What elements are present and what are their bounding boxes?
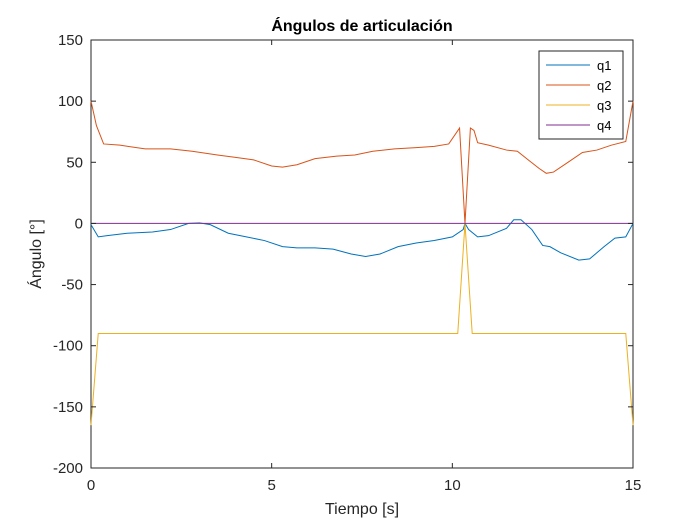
legend: q1 q2 q3 q4 [538, 50, 624, 140]
y-axis-label: Ángulo [°] [26, 219, 45, 289]
x-tick-label: 0 [87, 477, 95, 494]
y-tick-label: -200 [53, 460, 83, 477]
y-tick-label: -150 [53, 399, 83, 416]
x-tick-label: 15 [625, 477, 642, 494]
series-line-q2 [90, 101, 634, 224]
y-tick-label: 150 [58, 32, 83, 49]
chart-title: Ángulos de articulación [271, 16, 452, 35]
legend-label-q1: q1 [597, 58, 611, 73]
ticks-layer: 0 5 10 15 -200 -150 -100 -50 0 50 100 150 [53, 32, 641, 494]
x-tick-label: 10 [444, 477, 461, 494]
x-tick-label: 5 [267, 477, 275, 494]
series-layer [90, 101, 634, 426]
legend-label-q4: q4 [597, 118, 611, 133]
legend-box [538, 50, 624, 140]
y-tick-label: 0 [75, 215, 83, 232]
y-tick-label: 100 [58, 93, 83, 110]
y-tick-label: 50 [66, 154, 83, 171]
y-tick-label: -100 [53, 338, 83, 355]
legend-label-q2: q2 [597, 78, 611, 93]
y-tick-label: -50 [61, 277, 83, 294]
legend-label-q3: q3 [597, 98, 611, 113]
x-axis-label: Tiempo [s] [325, 501, 399, 518]
